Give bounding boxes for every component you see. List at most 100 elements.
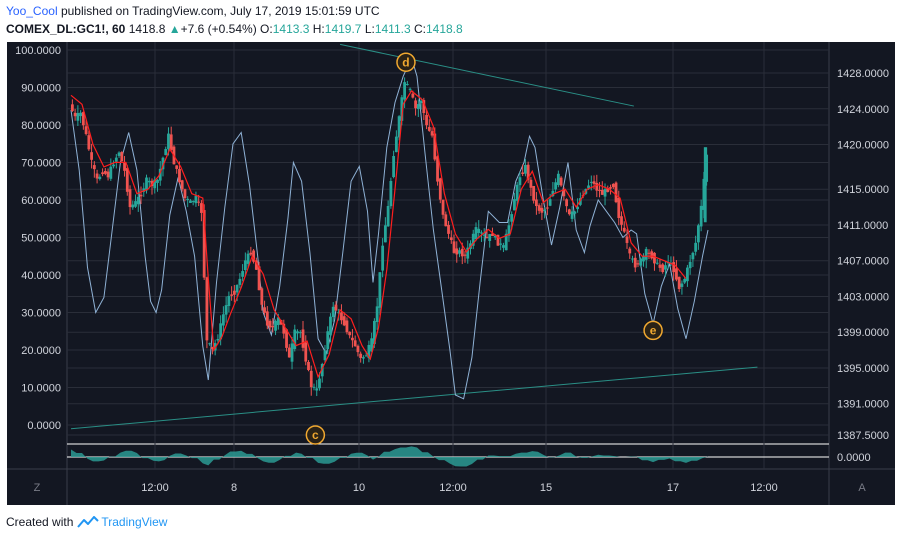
trendline-lower [70, 366, 758, 430]
candle-body [342, 316, 346, 326]
right-axis-tick-label: 1420.0000 [837, 140, 889, 152]
candle-body [680, 283, 684, 287]
candle-body [675, 268, 678, 280]
candle-body [696, 225, 700, 243]
candle-body [73, 112, 77, 117]
candle-body [485, 236, 489, 238]
candle-body [180, 180, 184, 190]
candle-body [400, 97, 404, 121]
candle-body [318, 378, 321, 389]
candle-body [147, 180, 151, 183]
symbol-label: COMEX_DL:GC1!, 60 [6, 22, 126, 36]
time-axis-tick-label: 12:00 [141, 482, 169, 494]
time-axis-tick-label: 15 [540, 482, 552, 494]
candle-body [76, 113, 80, 121]
candle-body [589, 181, 593, 183]
candle-body [372, 320, 376, 345]
candle-body [617, 197, 621, 218]
candle-body [337, 312, 341, 314]
wave-label-c-circle [305, 425, 326, 445]
candle-body [164, 149, 168, 156]
candle-body [167, 133, 170, 150]
candle-body [408, 88, 412, 90]
candle-body [293, 329, 297, 349]
candle-body [672, 262, 676, 273]
candle-body [312, 386, 316, 388]
candle-body [537, 205, 541, 211]
candle-body [405, 84, 409, 86]
candle-body [329, 316, 332, 335]
candle-body [592, 181, 596, 184]
time-axis-tick-label: 17 [667, 482, 679, 494]
candle-body [386, 205, 390, 227]
candle-body [351, 337, 354, 341]
candle-body [309, 370, 313, 388]
candle-body-last [703, 147, 707, 223]
wave-label-d: d [402, 55, 409, 69]
candle-body [224, 305, 228, 315]
wave-label-d-circle [396, 52, 416, 73]
candle-body [194, 195, 198, 204]
candle-body [246, 253, 250, 264]
candle-body [125, 168, 129, 192]
candle-body [430, 131, 434, 136]
candle-body [364, 355, 368, 357]
candle-body [265, 311, 269, 326]
chart-canvas[interactable]: 100.000090.000080.000070.000060.000050.0… [7, 42, 895, 505]
candle-body [642, 255, 645, 262]
candle-body [101, 172, 104, 175]
author-link[interactable]: Yoo_Cool [6, 4, 58, 18]
candle-body [658, 264, 662, 268]
candle-body [92, 165, 96, 170]
candle-body [507, 225, 511, 236]
candle-body [438, 178, 442, 200]
candle-body [340, 312, 343, 321]
up-arrow-icon: ▲ [168, 22, 181, 36]
candle-body [315, 388, 319, 391]
candle-body [694, 242, 698, 252]
candle-body [296, 331, 299, 334]
open-value: 1413.3 [272, 22, 310, 36]
candle-body [219, 323, 223, 340]
candle-body [631, 258, 634, 260]
candle-body [521, 172, 525, 174]
candle-body [257, 266, 261, 291]
candle-body [460, 248, 464, 257]
created-with-label: Created with [6, 515, 74, 529]
candle-body [370, 338, 374, 352]
right-axis-tick-label: 1411.0000 [837, 220, 888, 232]
candle-body [559, 177, 563, 186]
time-axis-tick-label: 10 [353, 482, 365, 494]
candle-body [90, 152, 93, 160]
right-axis-tick-label: 1395.0000 [837, 363, 889, 375]
candle-body [471, 233, 475, 246]
candle-body [334, 304, 338, 311]
candle-body [686, 267, 689, 282]
candle-body [534, 199, 538, 207]
indicator-axis-tick-label: 0.0000 [837, 452, 871, 464]
candle-body [109, 166, 113, 179]
candle-body [378, 272, 382, 308]
candle-body [474, 227, 478, 240]
candle-body [216, 339, 220, 341]
candle-body [359, 353, 363, 358]
wave-label-c: c [312, 428, 319, 442]
candle-body [452, 241, 456, 253]
candle-body [499, 243, 503, 245]
published-text: published on TradingView.com, July 17, 2… [60, 4, 380, 18]
tradingview-brand-link[interactable]: TradingView [101, 515, 168, 529]
candle-body [573, 211, 577, 214]
high-value: 1419.7 [324, 22, 362, 36]
change-value: +7.6 (+0.54%) [180, 22, 257, 36]
low-label: L: [364, 22, 375, 36]
candle-body [232, 290, 236, 295]
right-axis-tick-label: 1399.0000 [837, 327, 889, 339]
candle-body [211, 347, 214, 349]
candle-body [683, 278, 687, 283]
candle-body [620, 216, 623, 225]
candle-body [260, 288, 264, 305]
candle-body [397, 116, 401, 138]
candle-body [106, 171, 110, 178]
candle-body [587, 185, 590, 189]
left-axis-tick-label: 30.0000 [21, 308, 61, 320]
